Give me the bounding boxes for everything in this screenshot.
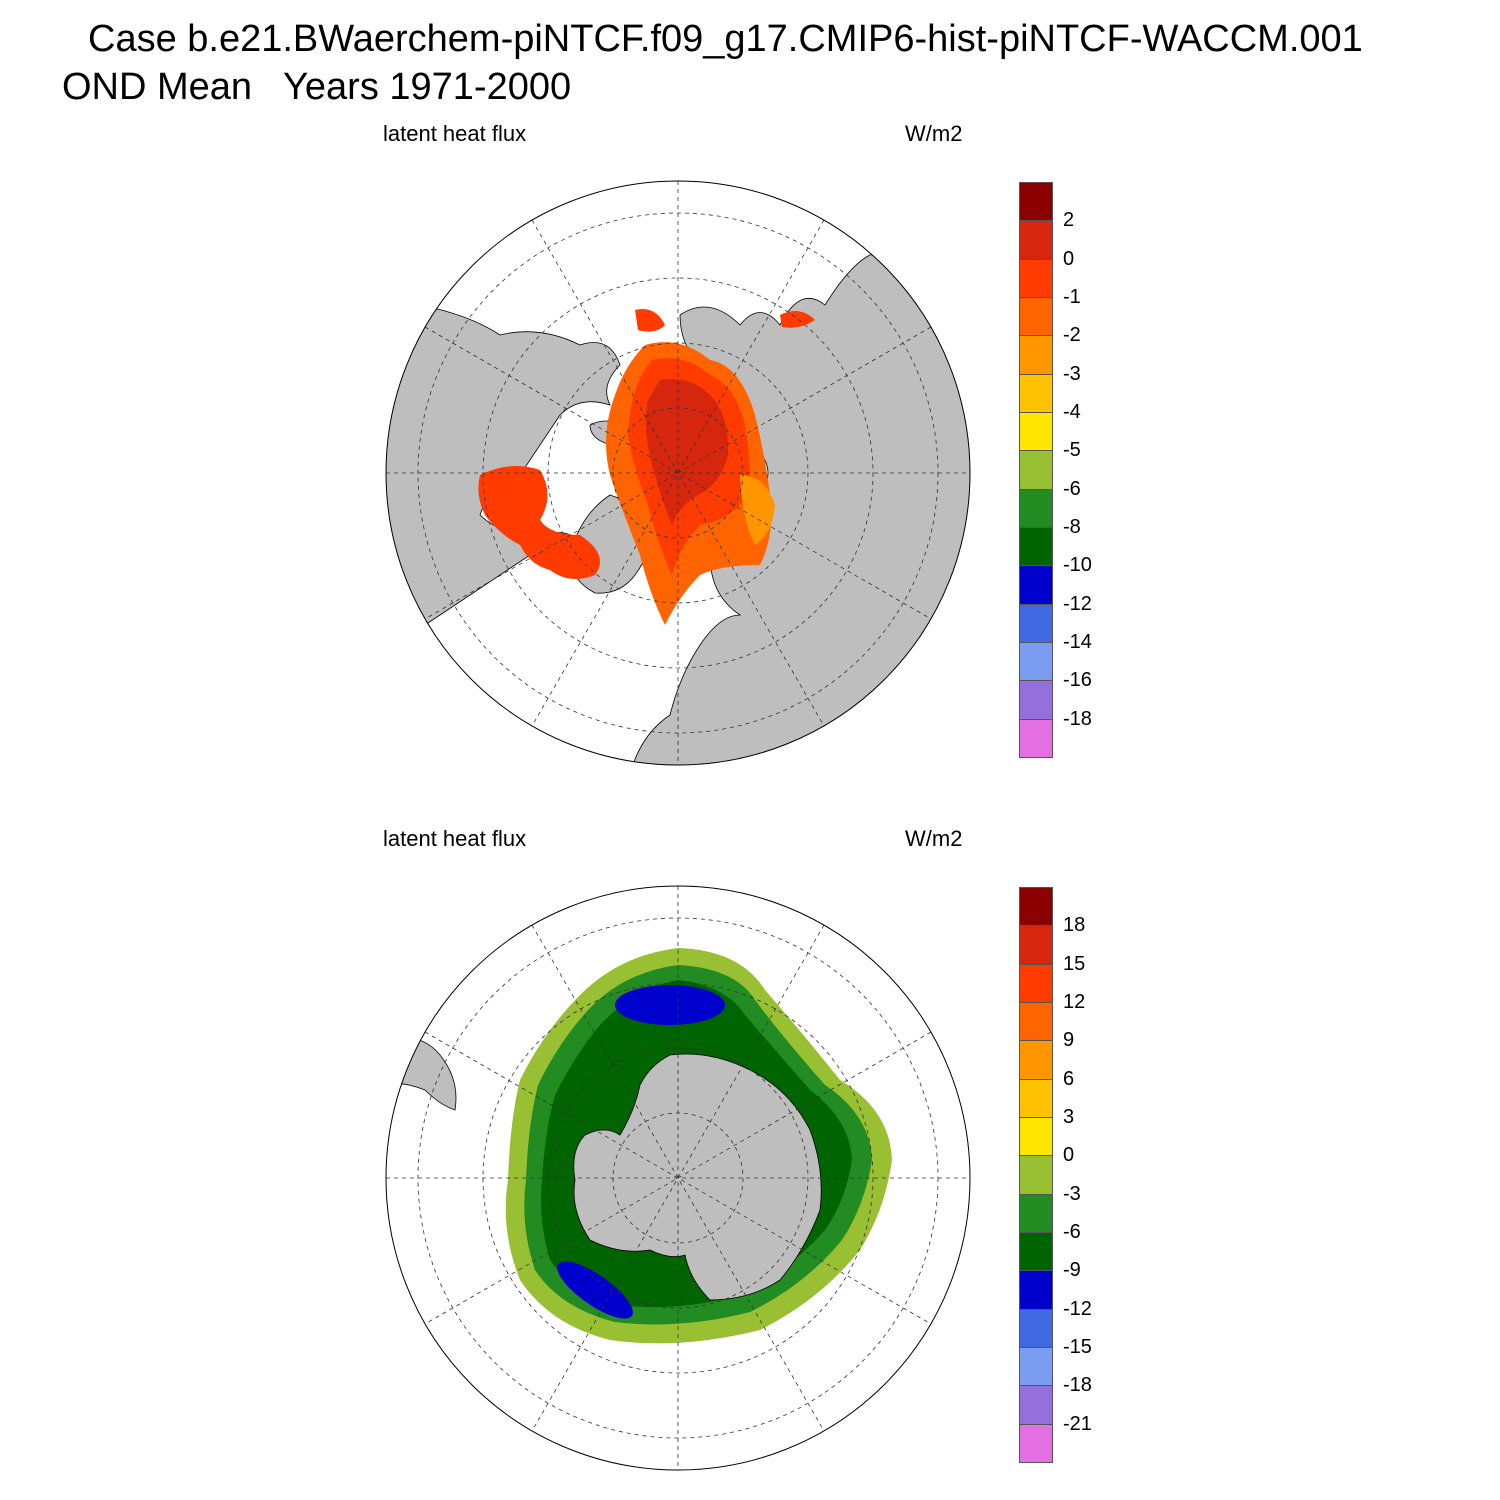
colorbar-swatch — [1019, 1193, 1053, 1233]
flux-baffin — [478, 466, 600, 579]
flux-bering — [635, 309, 665, 332]
colorbar-tick-label: -3 — [1063, 362, 1081, 385]
colorbar-swatch — [1019, 488, 1053, 528]
colorbar-tick-label: -21 — [1063, 1412, 1092, 1435]
north-colorbar — [1019, 182, 1053, 758]
colorbar-swatch — [1019, 182, 1053, 222]
colorbar-swatch — [1019, 373, 1053, 413]
colorbar-tick-label: 3 — [1063, 1106, 1075, 1128]
colorbar-swatch — [1019, 1002, 1053, 1042]
colorbar-tick-label: -6 — [1063, 1221, 1081, 1243]
colorbar-swatch — [1019, 1270, 1053, 1310]
flux-blue-patch — [557, 1261, 633, 1319]
colorbar-swatch — [1019, 1385, 1053, 1425]
figure-subtitle: OND Mean Years 1971-2000 — [62, 66, 572, 108]
colorbar-tick-label: -15 — [1063, 1336, 1092, 1358]
colorbar-swatch — [1019, 1423, 1053, 1463]
colorbar-swatch — [1019, 258, 1053, 298]
colorbar-tick-label: -18 — [1063, 1374, 1092, 1397]
colorbar-swatch — [1019, 297, 1053, 337]
colorbar-swatch — [1019, 1347, 1053, 1387]
colorbar-swatch — [1019, 963, 1053, 1003]
colorbar-swatch — [1019, 642, 1053, 682]
colorbar-tick-label: -18 — [1063, 707, 1092, 730]
colorbar-swatch — [1019, 1232, 1053, 1272]
panel-south-variable: latent heat flux — [383, 826, 527, 851]
colorbar-tick-label: -8 — [1063, 516, 1081, 538]
colorbar-tick-label: 18 — [1063, 914, 1086, 937]
colorbar-swatch — [1019, 1078, 1053, 1118]
colorbar-tick-label: 9 — [1063, 1029, 1075, 1052]
colorbar-swatch — [1019, 220, 1053, 260]
flux-barents — [740, 475, 775, 545]
colorbar-swatch — [1019, 1308, 1053, 1348]
north-graticule — [386, 181, 970, 765]
colorbar-tick-label: -14 — [1063, 631, 1092, 653]
colorbar-swatch — [1019, 565, 1053, 605]
south-graticule — [386, 886, 970, 1470]
colorbar-tick-label: -6 — [1063, 477, 1081, 500]
colorbar-tick-label: 15 — [1063, 952, 1086, 975]
colorbar-tick-label: 12 — [1063, 991, 1086, 1013]
colorbar-swatch — [1019, 412, 1053, 452]
colorbar-swatch — [1019, 450, 1053, 490]
south-polar-map — [385, 885, 971, 1471]
north-polar-map — [385, 180, 971, 766]
colorbar-tick-label: 0 — [1063, 1144, 1075, 1167]
colorbar-swatch — [1019, 603, 1053, 643]
colorbar-tick-label: -12 — [1063, 592, 1092, 615]
antarctica-landmass — [573, 1053, 822, 1301]
panel-north: latent heat flux W/m2 — [0, 0, 1500, 766]
colorbar-tick-label: -9 — [1063, 1259, 1081, 1282]
panel-south: latent heat flux W/m2 — [0, 705, 1500, 1471]
colorbar-tick-label: -5 — [1063, 439, 1081, 462]
colorbar-tick-label: 2 — [1063, 209, 1075, 232]
colorbar-swatch — [1019, 925, 1053, 965]
colorbar-tick-label: -4 — [1063, 401, 1081, 423]
colorbar-swatch — [1019, 335, 1053, 375]
south-colorbar — [1019, 887, 1053, 1463]
colorbar-tick-label: -3 — [1063, 1182, 1081, 1205]
panel-south-units: W/m2 — [905, 826, 963, 851]
colorbar-tick-label: -16 — [1063, 669, 1092, 692]
colorbar-tick-label: -2 — [1063, 324, 1081, 347]
colorbar-swatch — [1019, 1040, 1053, 1080]
north-map-border — [385, 180, 971, 766]
colorbar-tick-label: -1 — [1063, 286, 1081, 308]
colorbar-tick-label: -12 — [1063, 1297, 1092, 1320]
colorbar-swatch — [1019, 680, 1053, 720]
colorbar-swatch — [1019, 527, 1053, 567]
colorbar-tick-label: -10 — [1063, 554, 1092, 577]
colorbar-swatch — [1019, 887, 1053, 927]
panel-north-units: W/m2 — [905, 121, 963, 146]
panel-north-variable: latent heat flux — [383, 121, 527, 146]
colorbar-tick-label: 0 — [1063, 247, 1075, 270]
colorbar-swatch — [1019, 1155, 1053, 1195]
figure-title: Case b.e21.BWaerchem-piNTCF.f09_g17.CMIP… — [88, 18, 1363, 60]
flux-blue-patch — [615, 985, 725, 1025]
flux-okhotsk — [780, 311, 815, 328]
colorbar-swatch — [1019, 1117, 1053, 1157]
colorbar-tick-label: 6 — [1063, 1067, 1075, 1090]
colorbar-swatch — [1019, 718, 1053, 758]
south-map-border — [385, 885, 971, 1471]
